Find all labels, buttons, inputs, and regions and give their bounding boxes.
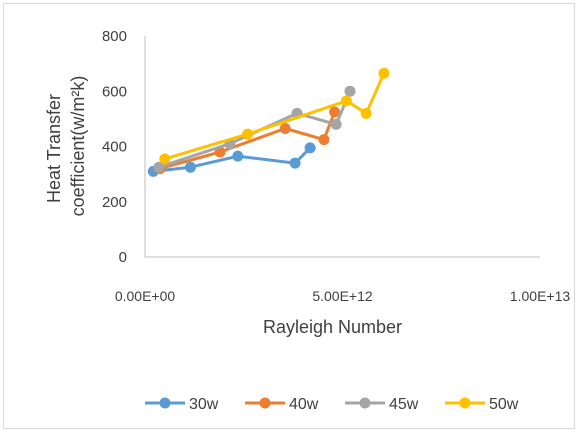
data-point bbox=[279, 123, 291, 135]
series-45w bbox=[153, 85, 356, 173]
y-tick-label: 400 bbox=[102, 139, 127, 156]
data-point bbox=[242, 128, 254, 140]
legend-item: 50w bbox=[445, 396, 519, 413]
data-point bbox=[304, 142, 316, 154]
legend-label: 30w bbox=[189, 396, 219, 413]
data-point bbox=[340, 95, 352, 107]
legend-label: 50w bbox=[489, 396, 519, 413]
x-axis-title: Rayleigh Number bbox=[263, 317, 402, 337]
data-point bbox=[289, 157, 301, 169]
legend-item: 45w bbox=[345, 396, 419, 413]
axes bbox=[144, 36, 540, 258]
x-tick-label: 1.00E+13 bbox=[510, 288, 571, 304]
series-50w bbox=[159, 67, 390, 165]
legend-item: 40w bbox=[245, 396, 319, 413]
data-point bbox=[159, 153, 171, 165]
legend-marker bbox=[159, 397, 171, 409]
series-line bbox=[153, 146, 312, 173]
y-tick-label: 800 bbox=[102, 28, 127, 45]
legend: 30w 40w 45w 50w bbox=[145, 396, 519, 413]
data-point bbox=[360, 107, 372, 119]
series-line bbox=[159, 111, 336, 171]
legend-label: 40w bbox=[289, 396, 319, 413]
series-30w bbox=[147, 142, 316, 177]
x-tick-label: 0.00E+00 bbox=[115, 288, 176, 304]
x-tick-labels: 0.00E+00 5.00E+12 1.00E+13 bbox=[115, 288, 571, 304]
data-point bbox=[344, 85, 356, 97]
data-point bbox=[329, 106, 341, 118]
legend-label: 45w bbox=[389, 396, 419, 413]
data-point bbox=[318, 134, 330, 146]
y-tick-labels: 0 200 400 600 800 bbox=[102, 28, 127, 266]
data-point bbox=[184, 161, 196, 173]
data-point bbox=[330, 118, 342, 130]
x-tick-label: 5.00E+12 bbox=[312, 288, 373, 304]
chart-frame bbox=[3, 3, 575, 429]
data-point bbox=[153, 161, 165, 173]
legend-marker bbox=[259, 397, 271, 409]
y-tick-label: 0 bbox=[119, 249, 127, 266]
series-layer bbox=[147, 67, 390, 177]
legend-item: 30w bbox=[145, 396, 219, 413]
legend-marker bbox=[459, 397, 471, 409]
y-axis-title: Heat Transfer coefficient(w/m²k) bbox=[44, 76, 88, 217]
data-point bbox=[378, 67, 390, 79]
y-tick-label: 200 bbox=[102, 194, 127, 211]
legend-marker bbox=[359, 397, 371, 409]
y-axis-title-line-2: coefficient(w/m²k) bbox=[68, 76, 88, 217]
series-line bbox=[158, 90, 352, 169]
y-axis-title-line-1: Heat Transfer bbox=[44, 94, 64, 203]
y-tick-label: 600 bbox=[102, 83, 127, 100]
data-point bbox=[232, 150, 244, 162]
